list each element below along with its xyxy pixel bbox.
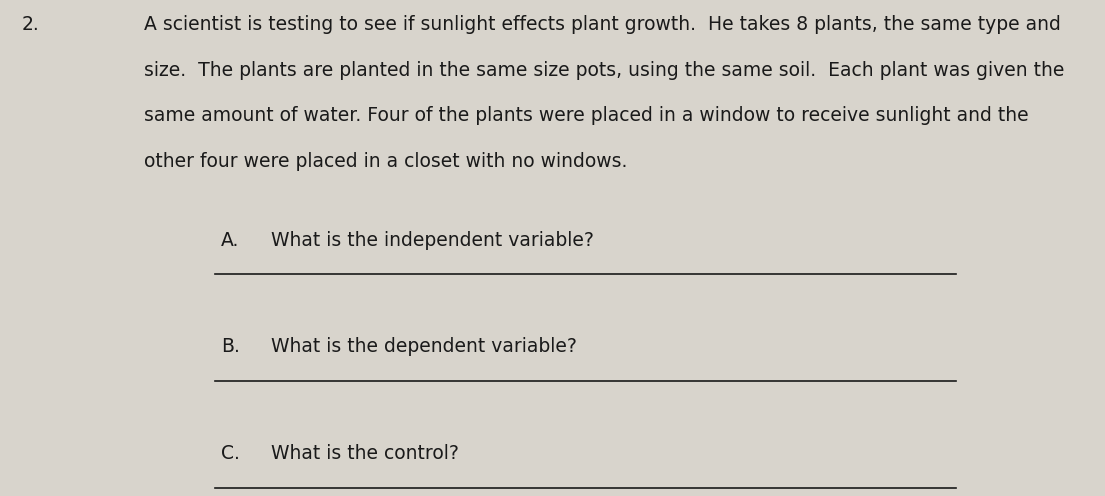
- Text: B.: B.: [221, 337, 240, 356]
- Text: A scientist is testing to see if sunlight effects plant growth.  He takes 8 plan: A scientist is testing to see if sunligh…: [144, 15, 1061, 34]
- Text: C.: C.: [221, 444, 240, 463]
- Text: 2.: 2.: [22, 15, 40, 34]
- Text: What is the dependent variable?: What is the dependent variable?: [271, 337, 577, 356]
- Text: other four were placed in a closet with no windows.: other four were placed in a closet with …: [144, 152, 627, 171]
- Text: What is the control?: What is the control?: [271, 444, 459, 463]
- Text: What is the independent variable?: What is the independent variable?: [271, 231, 593, 249]
- Text: same amount of water. Four of the plants were placed in a window to receive sunl: same amount of water. Four of the plants…: [144, 106, 1029, 125]
- Text: size.  The plants are planted in the same size pots, using the same soil.  Each : size. The plants are planted in the same…: [144, 61, 1064, 79]
- Text: A.: A.: [221, 231, 240, 249]
